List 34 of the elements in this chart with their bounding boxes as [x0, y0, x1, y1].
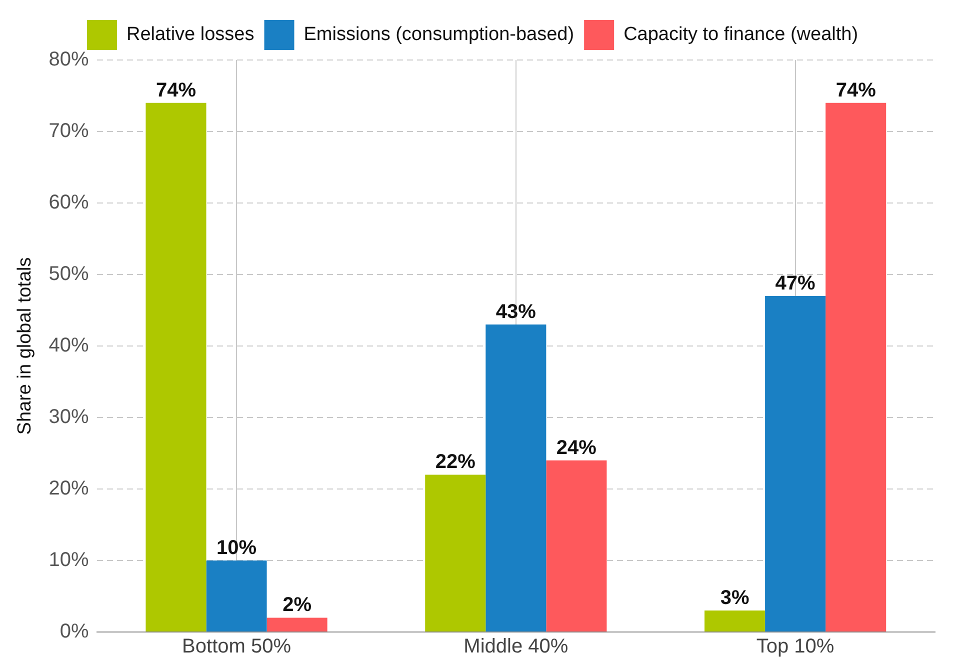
data-label: 74% [836, 79, 876, 102]
bar [425, 474, 486, 632]
data-label: 47% [775, 272, 816, 294]
bar [206, 560, 267, 632]
legend-label: Emissions (consumption-based) [304, 24, 574, 46]
data-label: 3% [720, 587, 750, 610]
bar [704, 610, 766, 632]
x-tick-label: Bottom 50% [182, 636, 292, 658]
y-tick-label: 70% [48, 120, 90, 142]
y-tick-label: 20% [48, 478, 90, 500]
y-tick-label: 40% [48, 334, 90, 357]
y-tick-label: 30% [48, 406, 90, 428]
data-label: 43% [496, 301, 536, 324]
y-tick-label: 80% [48, 48, 90, 71]
bar [146, 102, 206, 632]
data-label: 74% [156, 79, 196, 102]
x-tick-label: Middle 40% [464, 636, 568, 658]
y-tick-label: 50% [48, 263, 90, 286]
bar [546, 460, 607, 632]
y-tick-label: 60% [48, 192, 90, 214]
data-label: 22% [435, 451, 476, 474]
y-tick-label: 0% [60, 620, 90, 643]
data-label: 24% [556, 436, 597, 459]
y-tick-label: 10% [48, 549, 90, 572]
bar [765, 296, 826, 632]
data-label: 2% [282, 594, 312, 616]
legend-label: Capacity to finance (wealth) [624, 24, 858, 46]
data-label: 10% [216, 537, 257, 560]
x-tick-label: Top 10% [756, 636, 834, 658]
y-axis-title: Share in global totals [14, 257, 36, 435]
bar [486, 324, 546, 632]
legend-label: Relative losses [126, 24, 254, 46]
bar [266, 618, 328, 632]
bar [826, 102, 886, 632]
